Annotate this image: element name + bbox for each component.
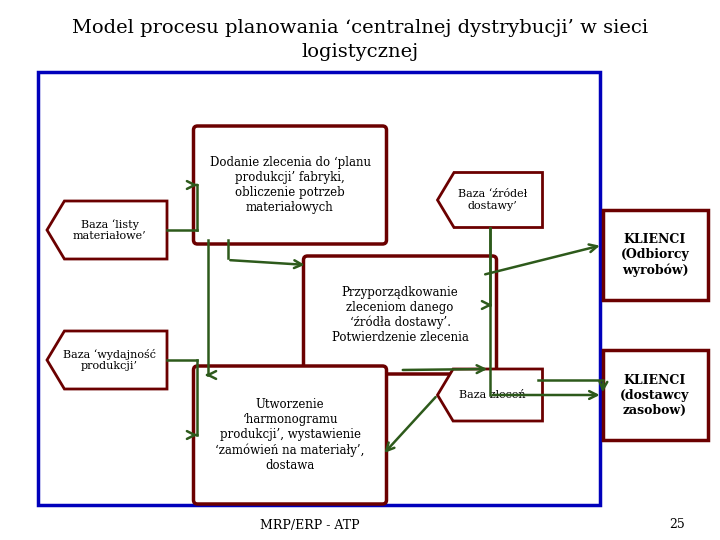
Polygon shape <box>438 172 542 227</box>
Text: logistycznej: logistycznej <box>302 43 418 61</box>
Text: Baza ‘listy
materiałowe’: Baza ‘listy materiałowe’ <box>73 219 146 241</box>
Text: Baza zleceń: Baza zleceń <box>459 390 526 400</box>
Text: KLIENCI
(dostawcy
zasobow): KLIENCI (dostawcy zasobow) <box>621 374 690 416</box>
Polygon shape <box>438 369 542 421</box>
FancyBboxPatch shape <box>603 350 708 440</box>
Text: KLIENCI
(Odbiorcy
wyrobów): KLIENCI (Odbiorcy wyrobów) <box>621 233 689 277</box>
Text: Model procesu planowania ‘centralnej dystrybucji’ w sieci: Model procesu planowania ‘centralnej dys… <box>72 19 648 37</box>
Text: Przyporządkowanie
zleceniom danego
‘źródła dostawy’.
Potwierdzenie zlecenia: Przyporządkowanie zleceniom danego ‘źród… <box>332 286 469 345</box>
Text: Dodanie zlecenia do ‘planu
produkcji’ fabryki,
obliczenie potrzeb
materiałowych: Dodanie zlecenia do ‘planu produkcji’ fa… <box>210 156 371 214</box>
Text: Utworzenie
‘harmonogramu
produkcji’, wystawienie
‘zamówień na materiały’,
dostaw: Utworzenie ‘harmonogramu produkcji’, wys… <box>215 398 365 472</box>
FancyBboxPatch shape <box>194 126 387 244</box>
FancyBboxPatch shape <box>304 256 497 374</box>
Text: Baza ‘źródeł
dostawy’: Baza ‘źródeł dostawy’ <box>458 189 527 211</box>
Text: 25: 25 <box>670 518 685 531</box>
FancyBboxPatch shape <box>194 366 387 504</box>
Polygon shape <box>47 201 167 259</box>
Polygon shape <box>47 331 167 389</box>
FancyBboxPatch shape <box>603 210 708 300</box>
Text: Baza ‘wydajność
produkcji’: Baza ‘wydajność produkcji’ <box>63 349 156 372</box>
Bar <box>38 72 600 505</box>
Text: MRP/ERP - ATP: MRP/ERP - ATP <box>260 518 360 531</box>
